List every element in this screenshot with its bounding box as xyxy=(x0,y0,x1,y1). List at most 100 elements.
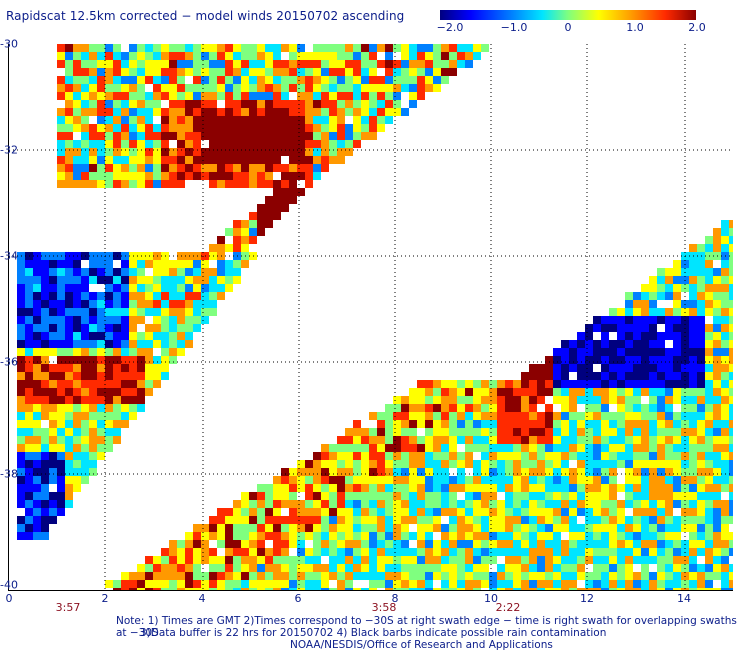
swath-cell xyxy=(281,172,289,180)
swath-cell xyxy=(433,484,441,492)
swath-cell xyxy=(121,52,129,60)
swath-cell xyxy=(73,436,81,444)
swath-cell xyxy=(545,356,553,364)
swath-cell xyxy=(377,60,385,68)
swath-cell xyxy=(329,92,337,100)
swath-cell xyxy=(305,84,313,92)
swath-cell xyxy=(337,524,345,532)
swath-cell xyxy=(433,380,441,388)
swath-cell xyxy=(257,44,265,52)
swath-cell xyxy=(617,524,625,532)
swath-cell xyxy=(609,436,617,444)
swath-cell xyxy=(281,484,289,492)
swath-cell xyxy=(337,140,345,148)
swath-cell xyxy=(305,580,313,588)
swath-cell xyxy=(217,532,225,540)
swath-cell xyxy=(697,572,705,580)
swath-cell xyxy=(89,84,97,92)
swath-cell xyxy=(97,364,105,372)
swath-cell xyxy=(689,492,697,500)
swath-cell xyxy=(705,484,713,492)
swath-cell xyxy=(201,68,209,76)
swath-cell xyxy=(329,116,337,124)
swath-cell xyxy=(729,452,733,460)
swath-cell xyxy=(233,524,241,532)
swath-cell xyxy=(369,476,377,484)
swath-cell xyxy=(489,524,497,532)
swath-cell xyxy=(129,100,137,108)
swath-cell xyxy=(121,76,129,84)
swath-cell xyxy=(201,260,209,268)
swath-cell xyxy=(129,84,137,92)
swath-cell xyxy=(153,260,161,268)
swath-cell xyxy=(89,100,97,108)
swath-cell xyxy=(545,428,553,436)
swath-cell xyxy=(289,564,297,572)
swath-cell xyxy=(129,132,137,140)
swath-cell xyxy=(105,412,113,420)
swath-cell xyxy=(305,588,313,590)
swath-cell xyxy=(305,60,313,68)
swath-cell xyxy=(345,548,353,556)
swath-cell xyxy=(185,156,193,164)
swath-cell xyxy=(489,540,497,548)
swath-cell xyxy=(665,516,673,524)
swath-cell xyxy=(449,508,457,516)
swath-cell xyxy=(553,580,561,588)
swath-cell xyxy=(97,300,105,308)
swath-cell xyxy=(433,428,441,436)
swath-cell xyxy=(697,420,705,428)
swath-cell xyxy=(169,556,177,564)
swath-cell xyxy=(617,308,625,316)
swath-cell xyxy=(553,372,561,380)
swath-cell xyxy=(121,156,129,164)
swath-cell xyxy=(137,292,145,300)
swath-cell xyxy=(257,228,265,236)
swath-cell xyxy=(585,524,593,532)
swath-cell xyxy=(673,428,681,436)
swath-cell xyxy=(217,132,225,140)
swath-cell xyxy=(329,124,337,132)
swath-cell xyxy=(145,60,153,68)
swath-cell xyxy=(705,364,713,372)
swath-cell xyxy=(129,300,137,308)
swath-cell xyxy=(57,428,65,436)
swath-cell xyxy=(129,164,137,172)
swath-cell xyxy=(249,44,257,52)
swath-cell xyxy=(649,572,657,580)
swath-cell xyxy=(633,508,641,516)
swath-cell xyxy=(161,140,169,148)
swath-cell xyxy=(137,60,145,68)
swath-cell xyxy=(281,556,289,564)
swath-cell xyxy=(705,468,713,476)
swath-cell xyxy=(273,92,281,100)
swath-cell xyxy=(617,548,625,556)
swath-cell xyxy=(433,396,441,404)
swath-cell xyxy=(177,292,185,300)
swath-cell xyxy=(225,60,233,68)
swath-cell xyxy=(441,52,449,60)
swath-cell xyxy=(601,428,609,436)
swath-cell xyxy=(337,444,345,452)
swath-cell xyxy=(721,580,729,588)
swath-cell xyxy=(673,564,681,572)
swath-cell xyxy=(473,580,481,588)
swath-cell xyxy=(49,380,57,388)
swath-cell xyxy=(433,52,441,60)
swath-cell xyxy=(721,508,729,516)
swath-cell xyxy=(265,148,273,156)
swath-cell xyxy=(17,452,25,460)
swath-cell xyxy=(297,44,305,52)
swath-cell xyxy=(217,268,225,276)
swath-cell xyxy=(449,580,457,588)
swath-cell xyxy=(433,524,441,532)
swath-cell xyxy=(657,276,665,284)
swath-cell xyxy=(129,364,137,372)
swath-cell xyxy=(57,388,65,396)
swath-cell xyxy=(689,284,697,292)
swath-cell xyxy=(577,548,585,556)
swath-cell xyxy=(305,156,313,164)
swath-cell xyxy=(177,92,185,100)
swath-cell xyxy=(537,500,545,508)
swath-cell xyxy=(209,172,217,180)
